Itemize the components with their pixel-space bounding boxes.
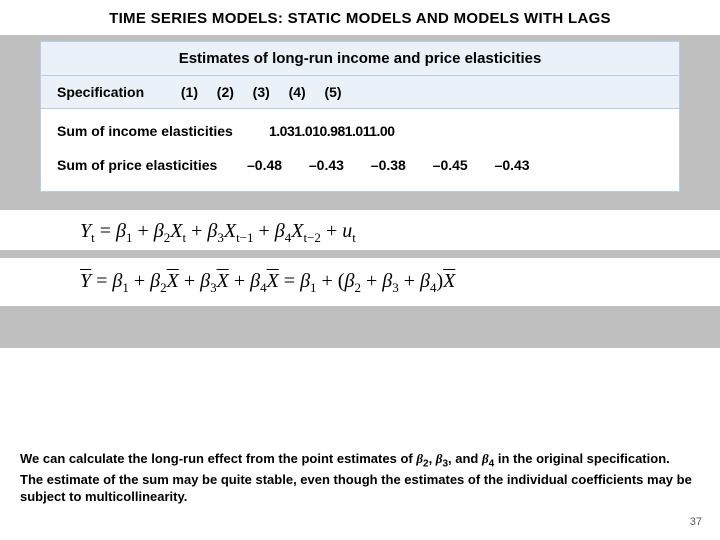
gray-band-top: Estimates of long-run income and price e… <box>0 35 720 192</box>
gray-strip-2 <box>0 250 720 258</box>
table-heading: Estimates of long-run income and price e… <box>41 42 679 76</box>
slide-title: TIME SERIES MODELS: STATIC MODELS AND MO… <box>0 0 720 27</box>
explanatory-text: We can calculate the long-run effect fro… <box>20 450 692 506</box>
col-2: (2) <box>217 84 249 100</box>
col-5: (5) <box>324 84 356 100</box>
equation-1: Yt = β1 + β2Xt + β3Xt−1 + β4Xt−2 + ut <box>80 220 660 246</box>
col-4: (4) <box>289 84 321 100</box>
gray-strip-3 <box>0 306 720 348</box>
gray-strip-1 <box>0 192 720 210</box>
elasticities-table: Estimates of long-run income and price e… <box>40 41 680 192</box>
row-label: Sum of price elasticities <box>57 157 247 173</box>
price-elasticities-row: Sum of price elasticities –0.48 –0.43 –0… <box>57 157 663 173</box>
page-number: 37 <box>690 516 702 528</box>
col-1: (1) <box>181 84 213 100</box>
table-spec-row: Specification (1) (2) (3) (4) (5) <box>41 76 679 109</box>
row-label: Sum of income elasticities <box>57 123 269 139</box>
equation-1-block: Yt = β1 + β2Xt + β3Xt−1 + β4Xt−2 + ut <box>0 210 720 250</box>
col-3: (3) <box>253 84 285 100</box>
equation-2: Y = β1 + β2X + β3X + β4X = β1 + (β2 + β3… <box>80 270 660 296</box>
income-elasticities-row: Sum of income elasticities 1.031.010.981… <box>57 123 663 139</box>
row-values: –0.48 –0.43 –0.38 –0.45 –0.43 <box>247 157 553 173</box>
row-values: 1.031.010.981.011.00 <box>269 123 394 139</box>
spec-label: Specification <box>57 84 177 100</box>
equation-2-block: Y = β1 + β2X + β3X + β4X = β1 + (β2 + β3… <box>0 258 720 306</box>
table-body: Sum of income elasticities 1.031.010.981… <box>41 109 679 191</box>
